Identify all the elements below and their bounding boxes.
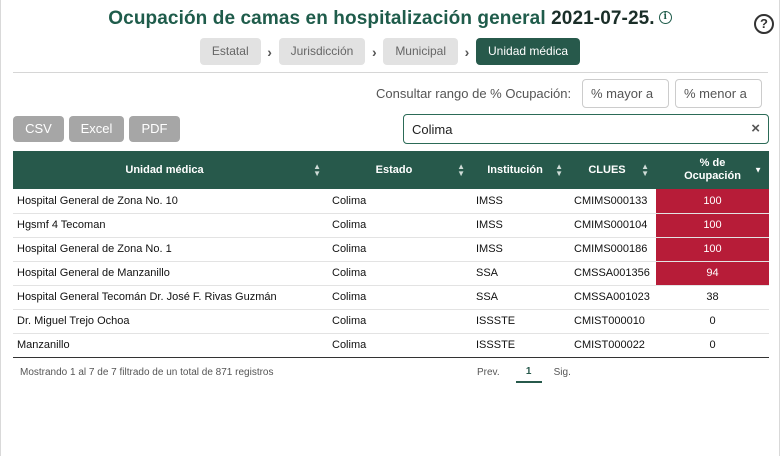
column-header-estado[interactable]: Estado ▲ ▼ — [328, 151, 472, 189]
next-page-button[interactable]: Sig. — [553, 366, 571, 378]
cell-unidad: Hospital General Tecomán Dr. José F. Riv… — [13, 285, 328, 310]
cell-ocupacion: 100 — [656, 189, 769, 214]
cell-estado: Colima — [328, 213, 472, 238]
column-header-unidad[interactable]: Unidad médica ▲ ▼ — [13, 151, 328, 189]
breadcrumb-municipal[interactable]: Municipal — [383, 38, 459, 65]
column-header-ocupacion[interactable]: % de Ocupación ▼ — [656, 151, 769, 189]
cell-clues: CMSSA001356 — [570, 261, 656, 286]
data-table: Unidad médica ▲ ▼ Estado ▲ ▼ Institución ▲ ▼ C… — [13, 151, 769, 358]
table-row[interactable]: Manzanillo Colima ISSSTE CMIST000022 0 — [13, 333, 769, 358]
table-row[interactable]: Hospital General de Zona No. 1 Colima IMSS… — [13, 237, 769, 262]
header: Ocupación de camas en hospitalización ge… — [0, 8, 780, 32]
cell-unidad: Hospital General de Zona No. 1 — [13, 237, 328, 262]
cell-estado: Colima — [328, 285, 472, 310]
cell-unidad: Hospital General de Zona No. 10 — [13, 189, 328, 214]
info-icon[interactable]: i — [658, 11, 672, 24]
cell-unidad: Hospital General de Manzanillo — [13, 261, 328, 286]
chevron-right-icon: › — [371, 43, 377, 60]
cell-institucion: IMSS — [472, 189, 570, 214]
cell-estado: Colima — [328, 309, 472, 334]
page-title: Ocupación de camas en hospitalización ge… — [108, 8, 654, 30]
range-max-input[interactable]: % menor a — [675, 79, 762, 108]
chevron-right-icon: › — [464, 43, 470, 60]
search-value: Colima — [412, 122, 453, 137]
title-text: Ocupación de camas en hospitalización ge… — [108, 8, 546, 29]
column-header-label: Institución — [487, 163, 543, 176]
pagination: Prev. 1 Sig. — [477, 360, 571, 384]
cell-clues: CMIST000010 — [570, 309, 656, 334]
cell-institucion: SSA — [472, 261, 570, 286]
cell-clues: CMIMS000104 — [570, 213, 656, 238]
column-header-label: Estado — [375, 163, 413, 176]
cell-clues: CMIST000022 — [570, 333, 656, 358]
table-row[interactable]: Dr. Miguel Trejo Ochoa Colima ISSSTE CMIST0… — [13, 309, 769, 334]
cell-estado: Colima — [328, 333, 472, 358]
cell-institucion: SSA — [472, 285, 570, 310]
page-1-button[interactable]: 1 — [515, 362, 542, 383]
range-label: Consultar rango de % Ocupación: — [376, 86, 572, 101]
sort-desc-icon: ▼ — [754, 165, 762, 175]
cell-unidad: Hgsmf 4 Tecoman — [13, 213, 328, 238]
cell-clues: CMIMS000186 — [570, 237, 656, 262]
cell-institucion: IMSS — [472, 213, 570, 238]
table-row[interactable]: Hospital General Tecomán Dr. José F. Riv… — [13, 285, 769, 310]
cell-unidad: Manzanillo — [13, 333, 328, 358]
cell-ocupacion: 0 — [656, 309, 769, 334]
cell-ocupacion: 38 — [656, 285, 769, 310]
cell-estado: Colima — [328, 189, 472, 214]
cell-estado: Colima — [328, 237, 472, 262]
cell-institucion: ISSSTE — [472, 333, 570, 358]
sort-icon: ▲ ▼ — [313, 162, 321, 178]
chevron-right-icon: › — [267, 43, 272, 60]
prev-page-button[interactable]: Prev. — [477, 366, 500, 378]
range-min-input[interactable]: % mayor a — [582, 79, 669, 108]
cell-clues: CMIMS000133 — [570, 189, 656, 214]
breadcrumb: Estatal › Jurisdicción › Municipal › Uni… — [0, 38, 780, 65]
column-header-label: CLUES — [588, 163, 626, 176]
column-header-clues[interactable]: CLUES ▲ ▼ — [570, 151, 656, 189]
table-row[interactable]: Hgsmf 4 Tecoman Colima IMSS CMIMS000104 100 — [13, 213, 769, 238]
cell-institucion: ISSSTE — [472, 309, 570, 334]
excel-button[interactable]: Excel — [69, 116, 124, 142]
column-header-label: % de Ocupación — [684, 157, 741, 182]
breadcrumb-estatal[interactable]: Estatal — [199, 38, 261, 65]
close-icon[interactable]: × — [751, 120, 760, 137]
cell-unidad: Dr. Miguel Trejo Ochoa — [13, 309, 328, 334]
sort-icon: ▲ ▼ — [555, 162, 563, 178]
cell-institucion: IMSS — [472, 237, 570, 262]
column-header-institucion[interactable]: Institución ▲ ▼ — [472, 151, 570, 189]
title-date: 2021-07-25. — [551, 8, 655, 29]
cell-ocupacion: 100 — [656, 237, 769, 262]
table-body: Hospital General de Zona No. 10 Colima IMS… — [13, 189, 769, 358]
cell-estado: Colima — [328, 261, 472, 286]
breadcrumb-unidad-medica[interactable]: Unidad médica — [476, 38, 581, 65]
csv-button[interactable]: CSV — [13, 116, 64, 142]
breadcrumb-jurisdiccion[interactable]: Jurisdicción — [278, 38, 366, 65]
cell-ocupacion: 100 — [656, 213, 769, 238]
table-row[interactable]: Hospital General de Zona No. 10 Colima IMS… — [13, 189, 769, 214]
sort-icon: ▲ ▼ — [457, 162, 465, 178]
divider — [13, 72, 768, 73]
table-row[interactable]: Hospital General de Manzanillo Colima SSA C… — [13, 261, 769, 286]
cell-ocupacion: 94 — [656, 261, 769, 286]
pdf-button[interactable]: PDF — [129, 116, 180, 142]
search-input[interactable]: Colima × — [403, 114, 769, 144]
help-icon[interactable]: ? — [754, 14, 774, 34]
cell-clues: CMSSA001023 — [570, 285, 656, 310]
table-header-row: Unidad médica ▲ ▼ Estado ▲ ▼ Institución ▲ ▼ C… — [13, 151, 769, 189]
cell-ocupacion: 0 — [656, 333, 769, 358]
column-header-label: Unidad médica — [125, 163, 204, 176]
table-info: Mostrando 1 al 7 de 7 filtrado de un tot… — [20, 367, 274, 378]
sort-icon: ▲ ▼ — [641, 162, 649, 178]
